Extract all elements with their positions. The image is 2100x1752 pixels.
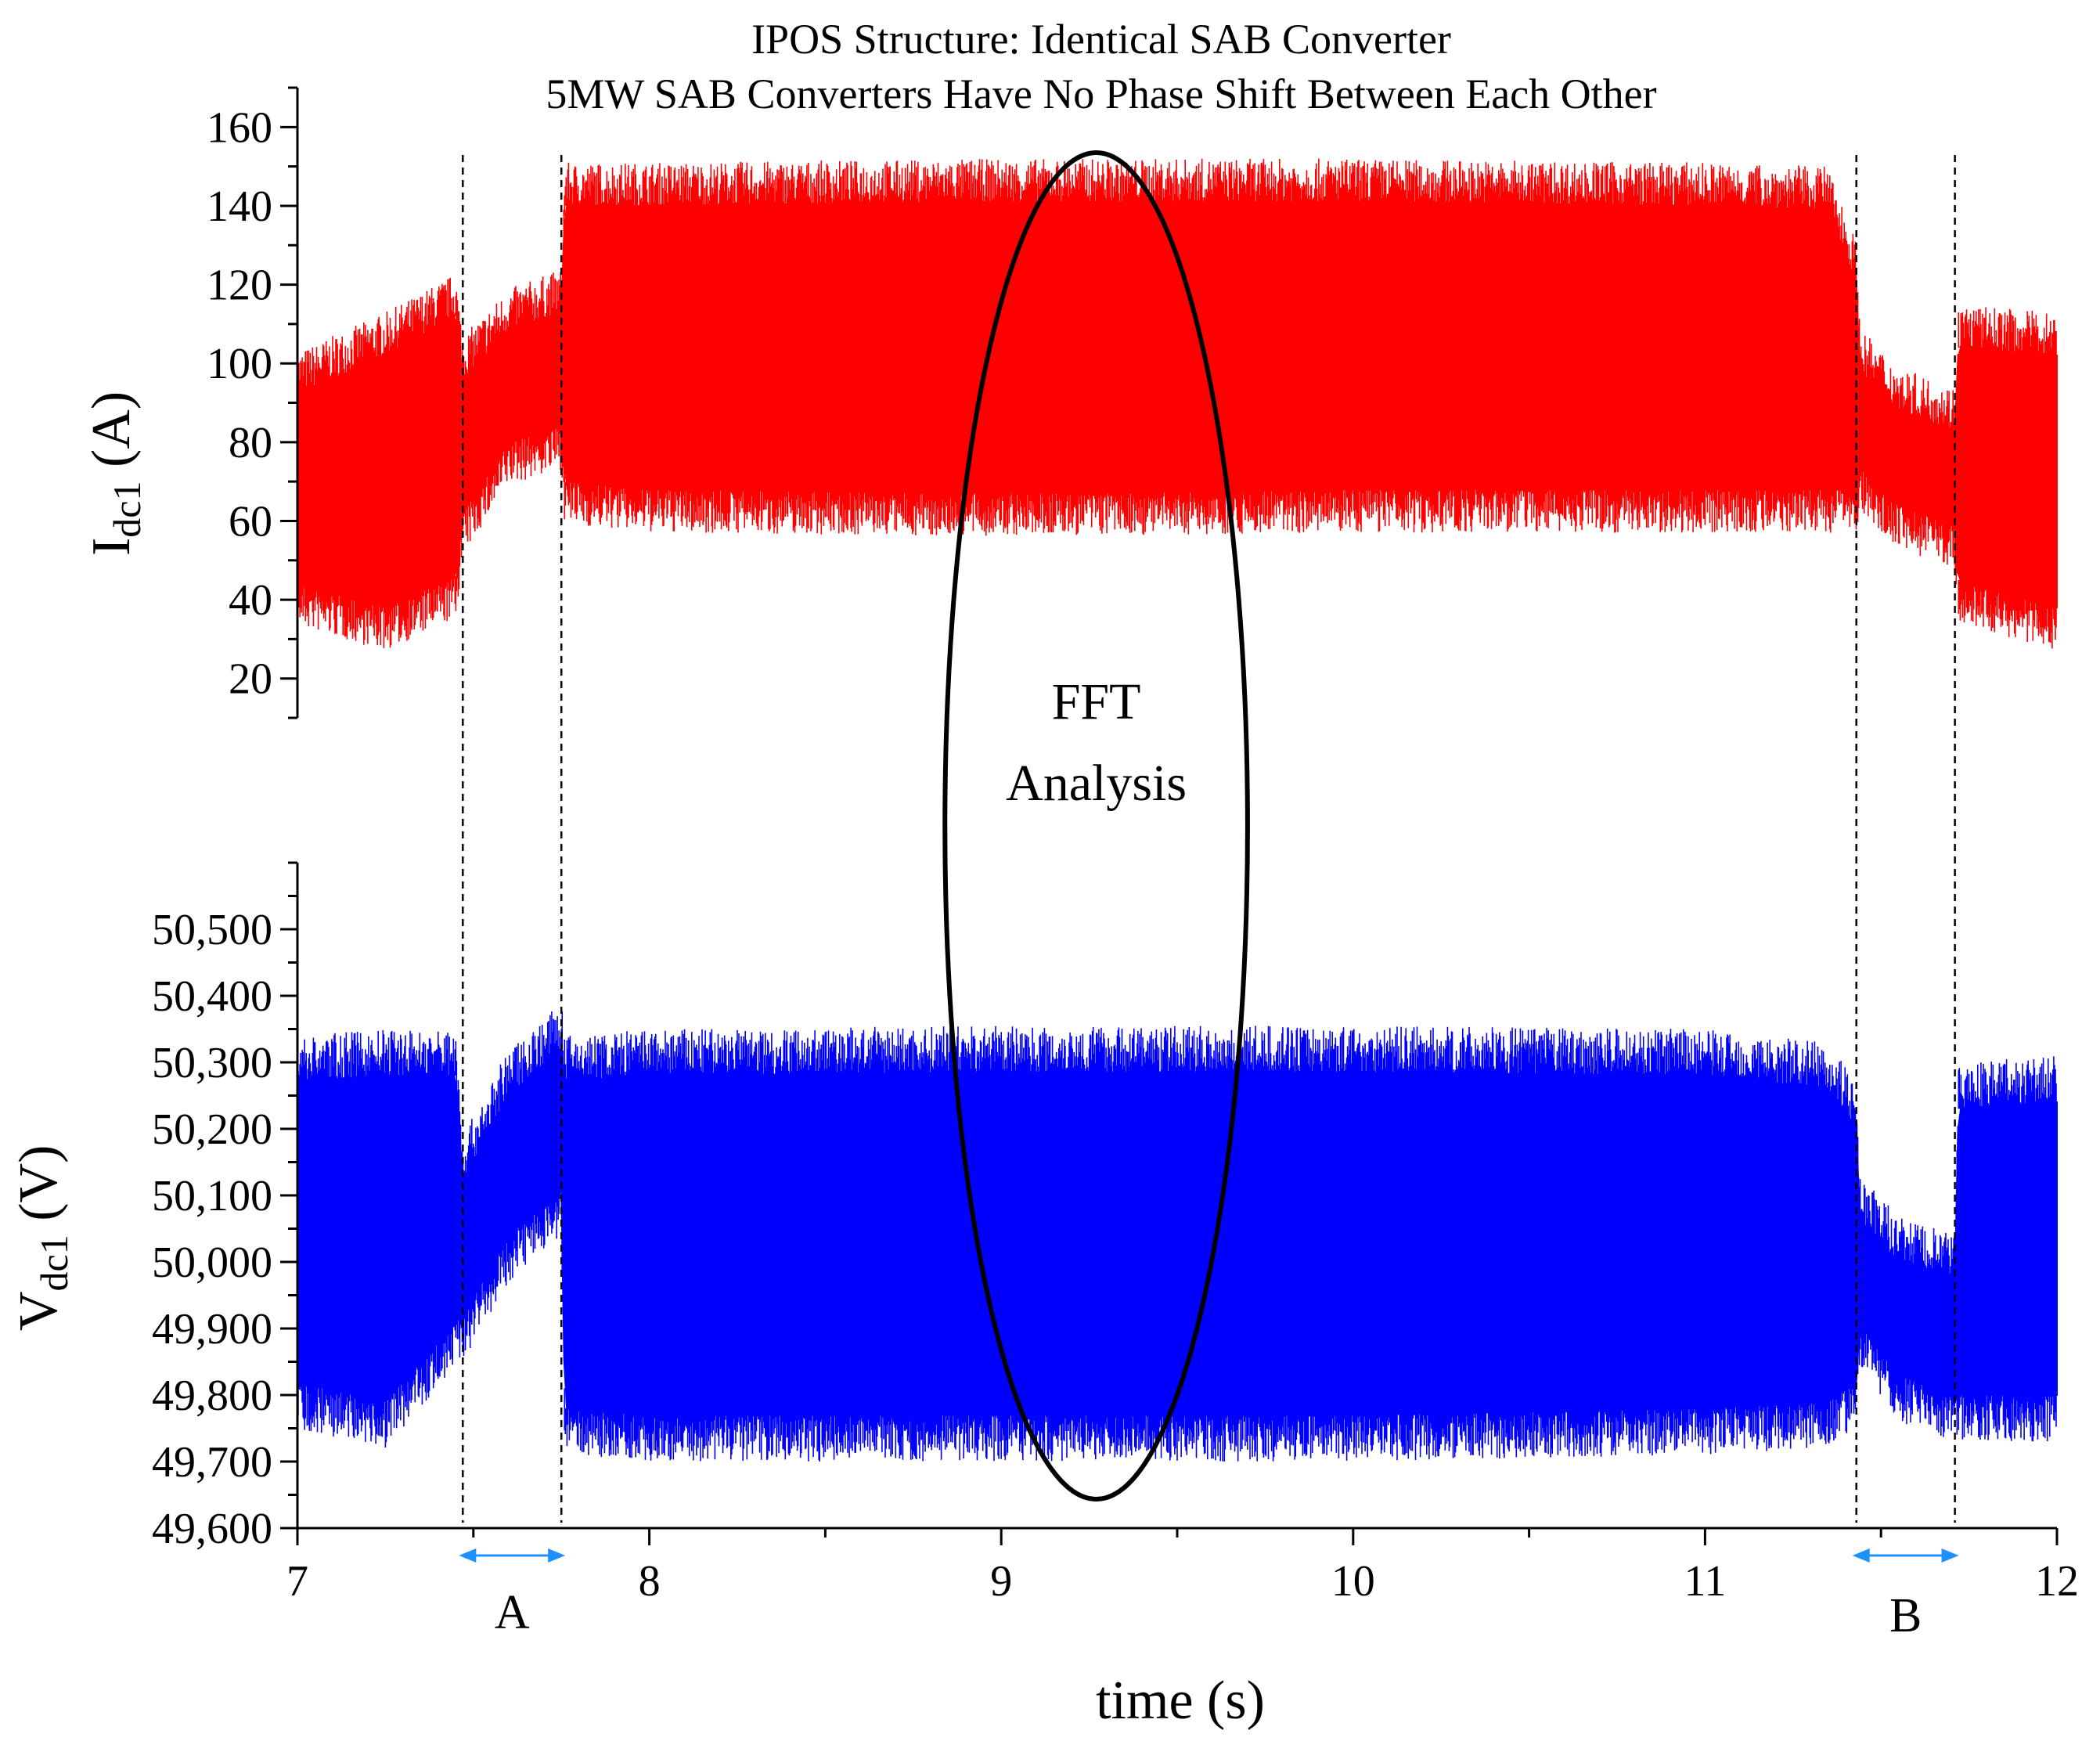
region-arrow-right-head — [548, 1548, 566, 1563]
y-tick-label: 50,500 — [152, 906, 272, 954]
voltage-y-axis: 49,600 49,700 49,800 49,900 50,000 50,100 50,2… — [152, 861, 299, 1553]
current-label-subscript: dc1 — [105, 481, 149, 537]
fft-label-line2: Analysis — [1006, 755, 1187, 812]
x-tick-label: 12 — [2035, 1557, 2079, 1606]
chart-subtitle: 5MW SAB Converters Have No Phase Shift B… — [546, 70, 1656, 117]
region-a-marker — [459, 1548, 566, 1563]
voltage-label-main: V — [9, 1291, 69, 1331]
x-tick-label: 9 — [990, 1557, 1012, 1606]
x-tick-label: 7 — [286, 1557, 308, 1606]
y-tick-label: 50,100 — [152, 1172, 272, 1220]
y-tick-label: 80 — [229, 419, 272, 467]
region-b-marker — [1852, 1548, 1959, 1563]
y-tick-label: 40 — [229, 576, 272, 625]
x-tick-label: 10 — [1331, 1557, 1375, 1606]
y-tick-label: 140 — [207, 182, 272, 231]
fft-label-line1: FFT — [1052, 673, 1141, 730]
x-axis-label: time (s) — [1096, 1671, 1265, 1731]
y-tick-label: 49,800 — [152, 1372, 272, 1420]
y-tick-label: 100 — [207, 340, 272, 388]
voltage-label-subscript: dc1 — [32, 1235, 76, 1291]
y-tick-label: 50,200 — [152, 1105, 272, 1154]
y-tick-label: 20 — [229, 655, 272, 704]
region-b-label: B — [1889, 1589, 1922, 1642]
voltage-label-unit: (V) — [9, 1145, 69, 1235]
fft-ellipse — [942, 150, 1250, 1501]
region-arrow-left-head — [1852, 1548, 1870, 1563]
current-y-axis: 20 40 60 80 100 120 140 160 — [207, 86, 299, 719]
svg-text:Idc1 (A): Idc1 (A) — [81, 391, 149, 556]
y-tick-label: 49,900 — [152, 1305, 272, 1354]
region-arrow-left-head — [459, 1548, 477, 1563]
y-tick-label: 50,000 — [152, 1238, 272, 1287]
y-tick-label: 49,700 — [152, 1438, 272, 1487]
current-label-unit: (A) — [81, 391, 142, 481]
x-tick-label: 8 — [639, 1557, 661, 1606]
voltage-axis-label: Vdc1 (V) — [9, 1145, 76, 1331]
voltage-waveform — [297, 1011, 2058, 1462]
y-tick-label: 60 — [229, 497, 272, 546]
current-axis-label: Idc1 (A) — [81, 391, 149, 556]
y-tick-label: 49,600 — [152, 1505, 272, 1553]
y-tick-label: 160 — [207, 103, 272, 152]
region-a-label: A — [495, 1586, 530, 1639]
y-tick-label: 50,400 — [152, 972, 272, 1021]
transition-guide-lines — [462, 155, 1956, 1523]
y-tick-label: 50,300 — [152, 1039, 272, 1087]
x-tick-label: 11 — [1684, 1557, 1726, 1606]
time-x-axis: 7 8 9 10 11 12 — [286, 1527, 2079, 1606]
region-arrow-right-head — [1941, 1548, 1959, 1563]
svg-text:Vdc1 (V): Vdc1 (V) — [9, 1145, 76, 1331]
current-label-main: I — [81, 538, 142, 556]
chart-title: IPOS Structure: Identical SAB Converter — [751, 16, 1451, 63]
y-tick-label: 120 — [207, 261, 272, 310]
